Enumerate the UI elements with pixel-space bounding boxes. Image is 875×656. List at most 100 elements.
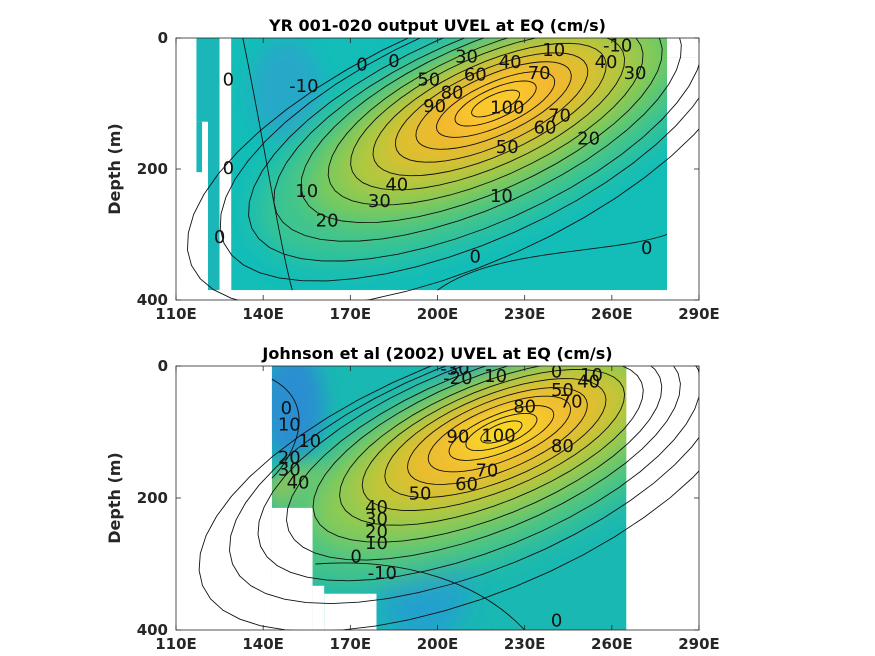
contour-label: 20	[577, 129, 600, 150]
mask-gap	[202, 121, 208, 291]
contour-label: 70	[548, 106, 571, 127]
contour-label: -10	[289, 76, 318, 97]
contour-label: 10	[580, 365, 603, 386]
contour-line	[436, 71, 556, 138]
contour-label: 0	[470, 246, 481, 267]
contour-line	[257, 366, 699, 582]
contour-line	[300, 38, 663, 224]
contour-label: 20	[316, 210, 339, 231]
x-tick-label: 170E	[330, 305, 372, 323]
mask-gap	[626, 366, 699, 630]
y-tick-label: 0	[158, 357, 168, 375]
contour-label: 0	[214, 227, 225, 248]
contour-label: 70	[560, 391, 583, 412]
chart-title: YR 001-020 output UVEL at EQ (cm/s)	[268, 16, 606, 35]
speed-band-5	[453, 80, 538, 127]
contour-label: 10	[542, 40, 565, 61]
contour-label: 0	[350, 546, 361, 567]
negative-pocket	[260, 366, 325, 461]
velocity-field	[176, 366, 699, 630]
contour-label: 0	[356, 55, 367, 76]
field-strip-west-3	[207, 38, 220, 291]
contour-label: 100	[490, 98, 524, 119]
mask-gap	[228, 254, 232, 291]
y-axis-label: Depth (m)	[105, 123, 124, 215]
contour-line	[407, 387, 588, 485]
contour-label: 70	[475, 461, 498, 482]
contour-label: 40	[577, 372, 600, 393]
field-strip-west-2	[196, 121, 203, 173]
contour-label: 10	[278, 414, 301, 435]
contour-line	[394, 52, 589, 163]
mask-gap	[324, 593, 377, 630]
contour-label: 40	[287, 472, 310, 493]
x-tick-label: 110E	[155, 635, 197, 653]
contour-line	[454, 80, 537, 127]
contour-label: 10	[490, 186, 513, 207]
contour-label: -20	[443, 368, 472, 389]
contour-lines	[187, 38, 699, 300]
contour-label: 40	[385, 174, 408, 195]
mask-gap	[176, 38, 197, 300]
contour-line	[219, 38, 699, 282]
contour-label: 10	[484, 366, 507, 387]
contour-label: 30	[278, 459, 301, 480]
contour-line	[187, 38, 699, 300]
y-tick-label: 400	[137, 621, 168, 639]
contour-line	[198, 366, 699, 630]
contour-label: 40	[595, 52, 618, 73]
contour-label: 60	[464, 64, 487, 85]
negative-pocket	[251, 40, 322, 141]
contour-line-zero-deep	[437, 234, 668, 291]
contour-label: 50	[409, 484, 432, 505]
contour-label: 40	[365, 497, 388, 518]
contour-line	[229, 366, 699, 605]
contour-label: 60	[455, 474, 478, 495]
contour-label: 50	[417, 70, 440, 91]
contour-line	[465, 412, 538, 452]
contour-line-zero-west	[242, 38, 293, 291]
contour-line	[471, 89, 521, 118]
contour-line	[415, 61, 572, 150]
contour-label: 10	[298, 431, 321, 452]
contour-label: 30	[624, 63, 647, 84]
contour-line	[361, 369, 626, 511]
x-tick-label: 260E	[591, 305, 633, 323]
contour-label: 10	[295, 181, 318, 202]
contour-label: 20	[278, 447, 301, 468]
contour-label: -10	[368, 563, 397, 584]
contour-label: 0	[223, 70, 234, 91]
contour-label: 0	[641, 238, 652, 259]
x-tick-label: 200E	[417, 635, 459, 653]
contour-label: 0	[223, 158, 234, 179]
contour-line	[372, 42, 607, 177]
contour-line	[312, 366, 663, 543]
contour-label: -30	[440, 358, 469, 379]
contour-label: 100	[481, 426, 515, 447]
contour-label: 80	[441, 83, 464, 104]
x-tick-label: 290E	[678, 305, 720, 323]
x-tick-label: 140E	[242, 305, 284, 323]
contour-lines	[198, 366, 699, 630]
contour-line	[327, 38, 644, 206]
mask-gap	[667, 57, 699, 300]
y-tick-label: 0	[158, 29, 168, 47]
contour-label: 70	[528, 63, 551, 84]
contour-line	[480, 420, 523, 444]
mask-gap	[176, 366, 272, 630]
contour-line-zero-deep	[315, 562, 525, 630]
x-tick-label: 140E	[242, 635, 284, 653]
x-tick-label: 200E	[417, 305, 459, 323]
contour-line	[448, 405, 555, 461]
contour-label: 0	[388, 51, 399, 72]
contour-line	[427, 395, 572, 473]
x-tick-label: 260E	[591, 635, 633, 653]
mask-gap	[196, 172, 203, 291]
mask-gap	[667, 38, 699, 58]
chart-title: Johnson et al (2002) UVEL at EQ (cm/s)	[261, 344, 612, 363]
